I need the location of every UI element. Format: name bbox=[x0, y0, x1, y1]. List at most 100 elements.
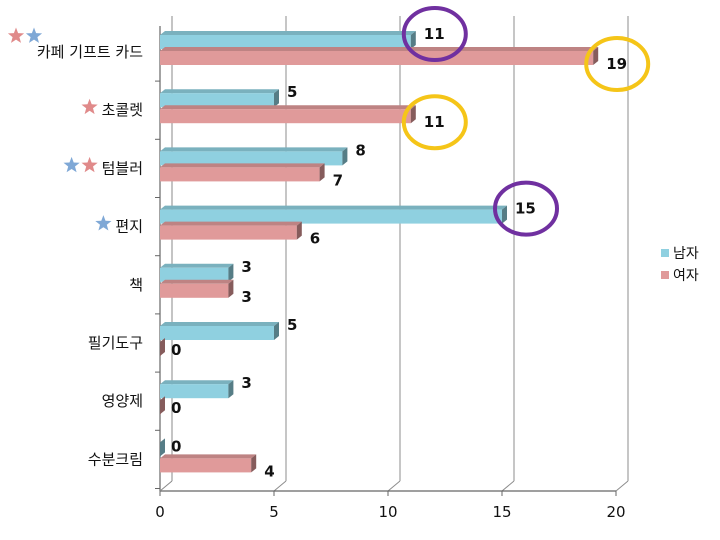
bar-female bbox=[160, 279, 234, 298]
category-label: 텀블러 bbox=[102, 159, 143, 177]
bar-male bbox=[160, 438, 165, 457]
data-label: 0 bbox=[171, 399, 181, 417]
bar-layer bbox=[160, 31, 599, 473]
bar-top-face bbox=[160, 47, 599, 51]
bar-side-face bbox=[160, 396, 165, 415]
bar-side-face bbox=[160, 338, 165, 356]
x-tick-label: 0 bbox=[155, 503, 165, 521]
bar-side-face bbox=[342, 147, 348, 166]
bar-front-face bbox=[160, 93, 274, 108]
bar-side-face bbox=[228, 279, 234, 298]
bar-side-face bbox=[296, 221, 302, 240]
bar-male bbox=[160, 205, 507, 224]
bar-side-face bbox=[228, 380, 234, 399]
grid-layer bbox=[171, 16, 629, 492]
bar-female bbox=[160, 338, 165, 356]
bar-front-face bbox=[160, 384, 229, 399]
category-label: 필기도구 bbox=[88, 334, 143, 352]
bar-side-face bbox=[160, 438, 165, 457]
category-label: 편지 bbox=[115, 218, 143, 236]
category-label: 수분크림 bbox=[88, 450, 143, 468]
bar-top-face bbox=[160, 322, 279, 326]
axis-depth-edge bbox=[159, 480, 173, 492]
bar-top-face bbox=[160, 31, 416, 35]
bar-front-face bbox=[160, 209, 502, 224]
bar-side-face bbox=[410, 105, 416, 124]
bar-top-face bbox=[160, 205, 507, 210]
bar-front-face bbox=[160, 109, 411, 124]
star-icon bbox=[25, 27, 43, 43]
bar-front-face bbox=[160, 326, 274, 340]
legend-swatch bbox=[661, 249, 669, 257]
data-label: 7 bbox=[333, 171, 343, 189]
x-tick-label: 20 bbox=[606, 503, 625, 521]
x-tick-label: 10 bbox=[378, 503, 397, 521]
bar-male bbox=[160, 322, 279, 340]
x-tick-label: 15 bbox=[492, 503, 511, 521]
data-label: 4 bbox=[264, 462, 274, 480]
label-layer: 11 19 5 11 87 15 6 3 3 5 0 3 0 0 4 bbox=[171, 6, 651, 480]
bar-front-face bbox=[160, 458, 252, 473]
bar-female bbox=[160, 163, 325, 182]
bar-side-face bbox=[410, 31, 416, 49]
bar-front-face bbox=[160, 283, 229, 298]
bar-side-face bbox=[274, 322, 279, 340]
bar-top-face bbox=[160, 279, 234, 284]
data-label: 6 bbox=[310, 230, 320, 248]
legend-label: 남자 bbox=[673, 246, 699, 262]
category-label: 초콜렛 bbox=[102, 101, 143, 119]
bar-side-face bbox=[251, 454, 257, 473]
data-label: 8 bbox=[355, 141, 365, 159]
bar-female bbox=[160, 105, 416, 124]
data-label: 0 bbox=[171, 437, 181, 455]
bar-male bbox=[160, 89, 279, 108]
category-label: 카페 기프트 카드 bbox=[37, 43, 143, 61]
data-label: 3 bbox=[241, 374, 251, 392]
bar-top-face bbox=[160, 380, 234, 385]
highlight-circle bbox=[401, 6, 468, 62]
bar-front-face bbox=[160, 51, 594, 65]
highlight-circle bbox=[493, 180, 559, 237]
bar-female bbox=[160, 454, 257, 473]
bar-male bbox=[160, 263, 234, 282]
bar-front-face bbox=[160, 35, 411, 49]
data-label: 5 bbox=[287, 83, 297, 101]
bar-top-face bbox=[160, 105, 416, 110]
bar-top-face bbox=[160, 221, 302, 226]
star-icon bbox=[7, 27, 25, 43]
gridline-floor bbox=[273, 480, 287, 492]
data-label: 0 bbox=[171, 341, 181, 359]
bar-side-face bbox=[319, 163, 325, 182]
data-label: 3 bbox=[241, 288, 251, 306]
bar-top-face bbox=[160, 454, 257, 459]
bar-side-face bbox=[593, 47, 599, 65]
bar-top-face bbox=[160, 147, 348, 152]
gridline-floor bbox=[387, 480, 401, 492]
bar-male bbox=[160, 147, 348, 166]
star-icon bbox=[95, 215, 112, 231]
star-icon bbox=[63, 156, 80, 173]
bar-side-face bbox=[228, 263, 234, 282]
x-tick-label: 5 bbox=[269, 503, 279, 521]
highlight-circle bbox=[401, 94, 468, 151]
category-label: 책 bbox=[129, 276, 143, 294]
data-label: 3 bbox=[241, 258, 251, 276]
data-label: 11 bbox=[424, 113, 445, 131]
data-label: 11 bbox=[424, 25, 445, 43]
bar-female bbox=[160, 221, 302, 240]
gridline-floor bbox=[501, 480, 515, 492]
data-label: 19 bbox=[606, 55, 627, 73]
star-icon bbox=[81, 98, 98, 115]
highlight-circle bbox=[584, 36, 651, 92]
bar-front-face bbox=[160, 225, 297, 240]
bar-top-face bbox=[160, 89, 279, 94]
category-label: 영양제 bbox=[102, 392, 143, 410]
bar-side-face bbox=[274, 89, 279, 108]
star-icon bbox=[81, 156, 98, 173]
bar-front-face bbox=[160, 267, 229, 282]
legend-swatch bbox=[661, 271, 669, 279]
bar-top-face bbox=[160, 263, 234, 268]
legend-label: 여자 bbox=[673, 268, 699, 284]
